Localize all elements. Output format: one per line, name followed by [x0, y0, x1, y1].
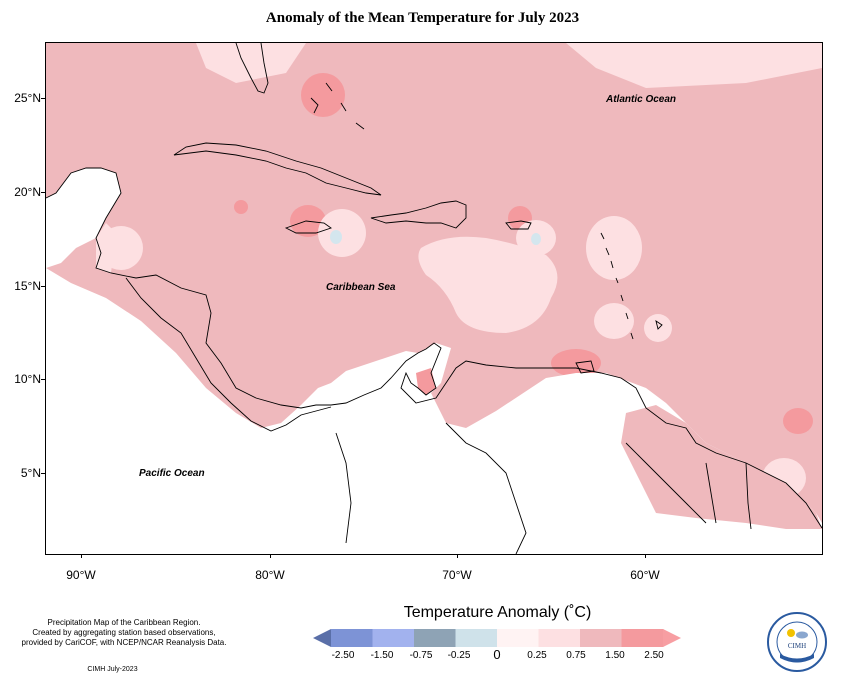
barbados-coast [655, 319, 663, 330]
colorbar-segment [497, 629, 539, 647]
colorbar-segment [313, 629, 331, 647]
lon-tick [645, 554, 646, 558]
lon-label-80w: 80°W [255, 568, 285, 582]
lon-tick [81, 554, 82, 558]
interior-border-2 [335, 432, 352, 544]
coastlines [46, 43, 822, 554]
lon-tick [457, 554, 458, 558]
cb-label-1.50: 1.50 [605, 650, 625, 661]
bahamas-coast [310, 82, 365, 130]
anomaly-guianas [621, 405, 822, 529]
lat-tick [41, 379, 45, 380]
anomaly-patch-gulf [196, 43, 306, 83]
neg-spot-jamaica [330, 230, 342, 244]
note-line-3: provided by CariCOF, with NCEP/NCAR Rean… [21, 638, 227, 647]
colorbar-segment [331, 629, 373, 647]
hotspot-bahamas [301, 73, 345, 117]
cloud-icon [796, 631, 808, 639]
interior-border-1 [445, 422, 527, 554]
nodata-yucatan [46, 168, 121, 268]
central-america-west [125, 277, 332, 432]
colorbar-segment [621, 629, 664, 647]
puerto-rico-coast [505, 220, 532, 230]
pacific-ocean-label: Pacific Ocean [139, 468, 205, 479]
lon-label-60w: 60°W [630, 568, 660, 582]
note-line-2: Created by aggregating station based obs… [32, 628, 216, 637]
mainland-coast [46, 167, 822, 529]
caribbean-sea-label: Caribbean Sea [326, 282, 396, 293]
neg-spot-pr [531, 233, 541, 245]
anomaly-belize [96, 223, 116, 273]
colorbar-segments [313, 629, 681, 647]
cool-patch-central-caribbean [418, 236, 558, 333]
lon-label-70w: 70°W [442, 568, 472, 582]
cb-label-m0.75: -0.75 [409, 650, 433, 661]
atlantic-ocean-label: Atlantic Ocean [606, 94, 677, 105]
wave-icon [780, 654, 814, 663]
cool-patch-lesser-antilles [586, 216, 642, 280]
lat-label-5n: 5°N [20, 466, 41, 480]
colorbar-segment [580, 629, 622, 647]
note-line-1: Precipitation Map of the Caribbean Regio… [47, 618, 201, 627]
jamaica-coast [284, 220, 332, 234]
lat-tick [41, 192, 45, 193]
sun-icon [787, 629, 795, 637]
interior-border-3 [625, 442, 707, 524]
cb-label-0.75: 0.75 [566, 650, 586, 661]
cimh-logo: CIMH [767, 612, 827, 672]
lat-label-15n: 15°N [14, 279, 41, 293]
legend-title: Temperature Anomaly (˚C) [403, 604, 592, 621]
cb-label-m0.25: -0.25 [447, 650, 471, 661]
colorbar-segment [663, 629, 681, 647]
anomaly-patch-atlantic [566, 43, 822, 88]
cb-label-2.50: 2.50 [644, 650, 664, 661]
cuba-coast [173, 142, 382, 196]
lon-tick [270, 554, 271, 558]
trinidad-coast [575, 360, 595, 374]
hotspot-maracaibo [416, 368, 436, 395]
cool-patch-jamaica [318, 209, 366, 257]
map-title: Anomaly of the Mean Temperature for July… [265, 10, 580, 26]
map-canvas [46, 43, 822, 554]
lon-label-90w: 90°W [66, 568, 96, 582]
anomaly-map: Atlantic Ocean Caribbean Sea Pacific Oce… [45, 42, 823, 555]
lat-tick [41, 98, 45, 99]
credit-text: CIMH July-2023 [87, 666, 138, 673]
cb-label-m2.50: -2.50 [331, 650, 355, 661]
cb-label-0.25: 0.25 [527, 650, 547, 661]
hotspot-cayman [234, 200, 248, 214]
interior-border-4 [705, 462, 752, 530]
lat-tick [41, 473, 45, 474]
cb-label-0: 0 [493, 647, 501, 662]
colorbar-segment [455, 629, 498, 647]
colorbar-segment [372, 629, 415, 647]
colorbar-segment [538, 629, 581, 647]
hispaniola-coast [370, 200, 467, 229]
lat-label-25n: 25°N [14, 91, 41, 105]
cb-label-m1.50: -1.50 [370, 650, 394, 661]
hotspot-atlantic-east [783, 408, 813, 434]
nodata-pacific-land [46, 268, 822, 554]
lat-tick [41, 286, 45, 287]
lat-label-20n: 20°N [14, 185, 41, 199]
colorbar-segment [414, 629, 456, 647]
lesser-antilles-coast [600, 232, 634, 340]
colorbar [313, 629, 681, 647]
lat-label-10n: 10°N [14, 372, 41, 386]
cool-patch-windward [594, 303, 634, 339]
florida-coast [235, 43, 269, 94]
logo-text: CIMH [788, 642, 806, 650]
